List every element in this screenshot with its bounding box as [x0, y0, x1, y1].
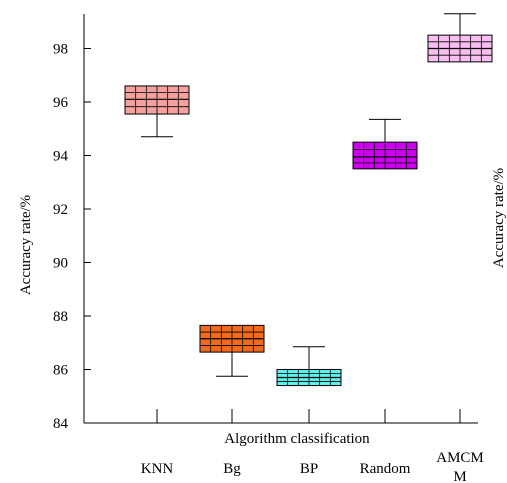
- category-label: Bg: [223, 461, 241, 477]
- x-ticks: [156, 409, 461, 423]
- category-label: BP: [300, 461, 318, 477]
- box-bg: [199, 324, 265, 377]
- y-tick-label: 86: [53, 363, 69, 379]
- y-tick-label: 90: [53, 256, 68, 272]
- axes: [83, 14, 478, 424]
- box-bp: [276, 346, 342, 387]
- y-tick-label: 88: [53, 309, 68, 325]
- y-axis-label-right: Accuracy rate/%: [491, 168, 507, 268]
- y-tick-label: 92: [53, 202, 68, 218]
- boxes: [124, 13, 493, 387]
- box-knn: [124, 85, 190, 138]
- x-axis-label: Algorithm classification: [224, 431, 370, 447]
- category-labels: KNN Bg BP Random AMCM M: [141, 450, 484, 483]
- y-tick-label: 94: [53, 149, 69, 165]
- box-amcmm: [427, 13, 493, 63]
- y-tick-label: 98: [53, 42, 68, 58]
- box-random: [352, 118, 418, 170]
- category-label: KNN: [141, 461, 174, 477]
- category-label: AMCM: [436, 450, 484, 466]
- y-tick-label: 96: [53, 95, 69, 111]
- category-label: Random: [360, 461, 411, 477]
- y-axis-label: Accuracy rate/%: [18, 195, 34, 295]
- y-tick-label: 84: [53, 416, 69, 432]
- category-label: M: [453, 469, 466, 483]
- y-ticks: 84 86 88 90 92 94 96 98: [53, 42, 91, 432]
